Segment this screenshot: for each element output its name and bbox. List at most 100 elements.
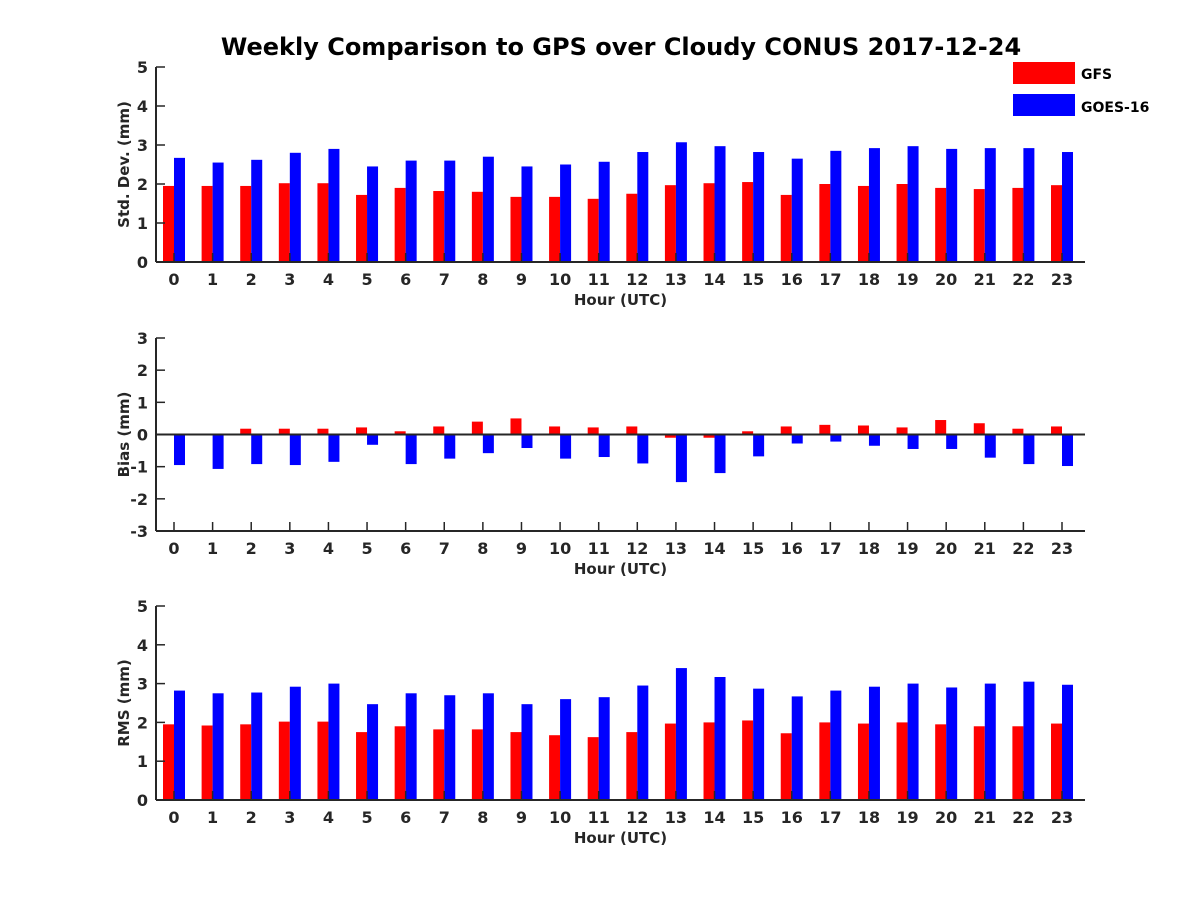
bar-rms-gfs-13: [664, 723, 676, 800]
bar-rms-goes16-4: [328, 683, 340, 800]
y-tick-label-std-dev-0: 0: [137, 253, 148, 272]
x-tick-label-rms-20: 20: [935, 808, 957, 827]
bar-bias-gfs-11: [587, 427, 599, 435]
x-tick-label-rms-11: 11: [588, 808, 610, 827]
x-tick-label-rms-1: 1: [207, 808, 218, 827]
bar-std-dev-goes16-15: [753, 152, 765, 262]
bar-std-dev-gfs-13: [664, 185, 676, 262]
bar-rms-gfs-3: [278, 721, 290, 800]
bar-bias-gfs-2: [240, 428, 252, 435]
bar-bias-goes16-9: [521, 434, 533, 449]
x-tick-label-bias-9: 9: [516, 539, 527, 558]
bar-rms-goes16-13: [675, 668, 687, 800]
bar-rms-gfs-0: [163, 724, 174, 800]
bar-bias-gfs-6: [394, 431, 406, 435]
bar-rms-goes16-5: [367, 704, 379, 800]
bar-bias-goes16-20: [946, 434, 958, 449]
x-tick-label-std-dev-3: 3: [284, 270, 295, 289]
bar-rms-gfs-11: [587, 737, 599, 800]
bar-std-dev-goes16-3: [289, 152, 301, 262]
bar-bias-gfs-3: [278, 428, 290, 435]
bar-rms-goes16-3: [289, 686, 301, 800]
bar-std-dev-goes16-19: [907, 146, 919, 262]
bar-rms-goes16-12: [637, 685, 649, 800]
bar-bias-gfs-10: [549, 426, 561, 435]
bar-std-dev-goes16-6: [405, 160, 417, 262]
x-tick-label-bias-20: 20: [935, 539, 957, 558]
x-tick-label-bias-0: 0: [168, 539, 179, 558]
bar-rms-goes16-10: [560, 699, 572, 800]
bar-bias-gfs-7: [433, 426, 445, 435]
bar-rms-gfs-20: [935, 724, 947, 800]
bar-std-dev-goes16-21: [984, 148, 996, 262]
bar-std-dev-goes16-14: [714, 146, 726, 262]
y-tick-label-rms-4: 4: [137, 636, 148, 655]
x-tick-label-std-dev-8: 8: [477, 270, 488, 289]
x-tick-label-rms-14: 14: [703, 808, 725, 827]
bar-std-dev-gfs-22: [1012, 187, 1024, 262]
x-axis-label-std-dev: Hour (UTC): [574, 291, 667, 309]
bar-bias-gfs-17: [819, 424, 831, 435]
bar-std-dev-gfs-4: [317, 183, 329, 262]
x-tick-label-rms-8: 8: [477, 808, 488, 827]
y-tick-label-std-dev-1: 1: [137, 214, 148, 233]
x-tick-label-bias-7: 7: [439, 539, 450, 558]
x-tick-label-rms-3: 3: [284, 808, 295, 827]
bar-bias-gfs-14: [703, 434, 715, 438]
bar-std-dev-goes16-9: [521, 166, 533, 262]
bar-rms-goes16-9: [521, 704, 533, 800]
legend-swatch-gfs: [1013, 62, 1075, 84]
bar-std-dev-gfs-19: [896, 184, 908, 262]
y-tick-label-bias--3: -3: [130, 522, 148, 541]
x-tick-label-std-dev-20: 20: [935, 270, 957, 289]
x-tick-label-std-dev-14: 14: [703, 270, 725, 289]
bar-std-dev-gfs-3: [278, 183, 290, 262]
bar-std-dev-gfs-5: [356, 194, 368, 262]
x-tick-label-std-dev-1: 1: [207, 270, 218, 289]
x-tick-label-rms-21: 21: [974, 808, 996, 827]
bar-rms-gfs-16: [780, 733, 792, 800]
x-tick-label-std-dev-0: 0: [168, 270, 179, 289]
bar-bias-goes16-14: [714, 434, 726, 474]
bar-std-dev-gfs-12: [626, 193, 638, 262]
x-tick-label-bias-13: 13: [665, 539, 687, 558]
x-tick-label-std-dev-5: 5: [361, 270, 372, 289]
x-tick-label-std-dev-4: 4: [323, 270, 334, 289]
bar-rms-gfs-21: [973, 726, 985, 800]
x-axis-label-rms: Hour (UTC): [574, 829, 667, 847]
bar-std-dev-goes16-0: [174, 157, 185, 262]
x-tick-label-bias-21: 21: [974, 539, 996, 558]
x-tick-label-std-dev-15: 15: [742, 270, 764, 289]
y-tick-label-bias--1: -1: [130, 458, 148, 477]
bar-bias-gfs-18: [857, 425, 869, 435]
bar-std-dev-gfs-11: [587, 198, 599, 262]
bar-rms-goes16-11: [598, 697, 610, 800]
bar-std-dev-goes16-2: [251, 159, 263, 262]
bar-bias-gfs-20: [935, 420, 947, 435]
bar-std-dev-gfs-6: [394, 187, 406, 262]
x-tick-label-bias-8: 8: [477, 539, 488, 558]
x-tick-label-rms-4: 4: [323, 808, 334, 827]
x-tick-label-bias-6: 6: [400, 539, 411, 558]
bar-bias-goes16-16: [791, 434, 803, 444]
bar-rms-goes16-1: [212, 693, 224, 800]
x-tick-label-rms-15: 15: [742, 808, 764, 827]
x-tick-label-std-dev-7: 7: [439, 270, 450, 289]
x-tick-label-rms-12: 12: [626, 808, 648, 827]
x-tick-label-rms-18: 18: [858, 808, 880, 827]
bar-rms-gfs-17: [819, 722, 831, 800]
bar-bias-gfs-23: [1051, 426, 1062, 435]
bar-rms-goes16-17: [830, 690, 842, 800]
bar-std-dev-goes16-1: [212, 162, 224, 262]
x-tick-label-rms-6: 6: [400, 808, 411, 827]
bar-rms-goes16-16: [791, 696, 803, 800]
bar-std-dev-gfs-21: [973, 189, 985, 262]
x-tick-label-rms-5: 5: [361, 808, 372, 827]
x-tick-label-rms-7: 7: [439, 808, 450, 827]
y-tick-label-bias-1: 1: [137, 393, 148, 412]
bar-rms-gfs-22: [1012, 726, 1024, 800]
legend-swatch-goes16: [1013, 94, 1075, 116]
